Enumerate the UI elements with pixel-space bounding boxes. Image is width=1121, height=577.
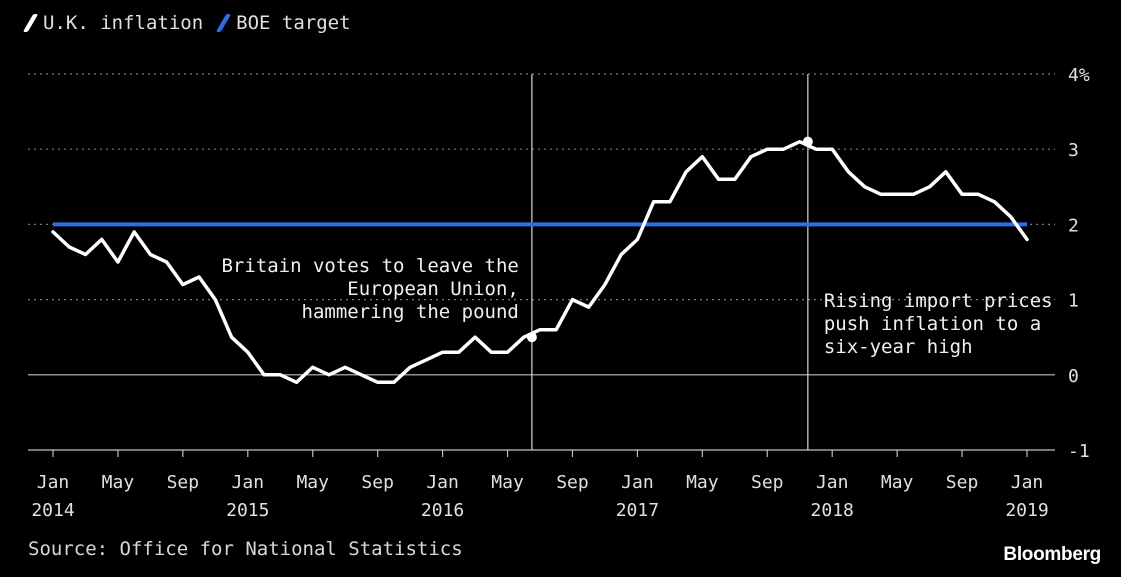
- x-tick-label-month: Jan: [621, 472, 654, 493]
- bloomberg-logo: Bloomberg: [1003, 544, 1101, 565]
- annotation-text-line: hammering the pound: [302, 301, 519, 323]
- x-tick-label-month: Sep: [361, 472, 394, 493]
- annotation-text-line: push inflation to a: [824, 313, 1041, 335]
- x-tick-label-month: Jan: [232, 472, 265, 493]
- x-tick-label-month: May: [102, 472, 135, 493]
- y-tick-label: 1: [1068, 291, 1079, 312]
- x-tick-label-month: Jan: [426, 472, 459, 493]
- annotation-text-line: Britain votes to leave the: [221, 255, 518, 277]
- x-tick-label-year: 2015: [226, 500, 269, 521]
- x-tick-label-month: Sep: [751, 472, 784, 493]
- x-tick-label-month: Sep: [167, 472, 200, 493]
- inflation-series-line: [51, 139, 1029, 385]
- x-tick-label-month: Sep: [946, 472, 979, 493]
- annotation-marker-2: [802, 136, 813, 147]
- annotation-marker-1: [526, 332, 537, 343]
- legend-label-target: BOE target: [236, 12, 351, 34]
- x-tick-label-month: May: [881, 472, 914, 493]
- x-tick-label-month: Sep: [556, 472, 589, 493]
- legend-label-inflation: U.K. inflation: [43, 12, 204, 34]
- x-tick-label-month: Jan: [1011, 472, 1044, 493]
- source-note: Source: Office for National Statistics: [28, 538, 463, 560]
- legend: U.K. inflation BOE target: [22, 12, 351, 34]
- x-tick-label-month: May: [491, 472, 524, 493]
- x-tick-label-month: Jan: [816, 472, 849, 493]
- legend-item-target: BOE target: [215, 12, 351, 34]
- x-tick-label-month: May: [686, 472, 719, 493]
- annotation-text-line: Rising import prices: [824, 290, 1053, 312]
- x-tick-label-year: 2014: [31, 500, 74, 521]
- x-tick-label-year: 2019: [1005, 500, 1048, 521]
- y-tick-label: 4%: [1068, 65, 1090, 86]
- x-tick-label-year: 2017: [616, 500, 659, 521]
- x-tick-label-year: 2018: [811, 500, 854, 521]
- y-tick-label: 0: [1068, 366, 1079, 387]
- legend-item-inflation: U.K. inflation: [22, 12, 204, 34]
- x-tick-label-year: 2016: [421, 500, 464, 521]
- y-tick-label: -1: [1068, 441, 1090, 462]
- x-tick-label-month: Jan: [37, 472, 70, 493]
- annotation-text-1: Britain votes to leave the European Union…: [221, 255, 518, 323]
- y-tick-label: 2: [1068, 215, 1079, 236]
- x-tick-label-month: May: [296, 472, 329, 493]
- annotation-text-line: European Union,: [347, 278, 519, 300]
- annotation-text-line: six-year high: [824, 336, 973, 358]
- y-tick-label: 3: [1068, 140, 1079, 161]
